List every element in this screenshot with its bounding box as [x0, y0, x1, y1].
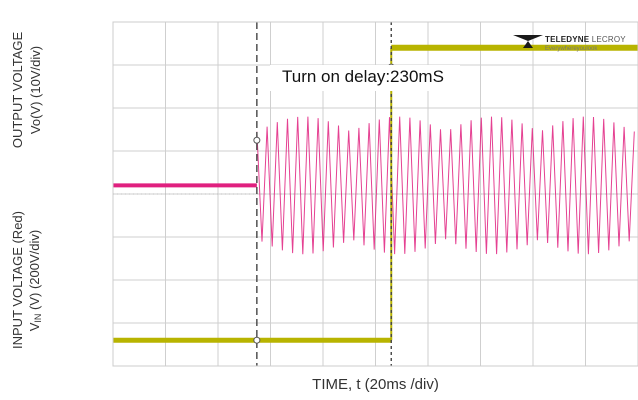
- logo-brand: TELEDYNE LECROY: [545, 35, 626, 44]
- x-axis-label: TIME, t (20ms /div): [312, 376, 439, 393]
- plot-frame: [112, 21, 638, 367]
- cursor-marker: [253, 136, 261, 144]
- logo-tagline: Everywhereyoulook: [545, 46, 598, 52]
- cursor-marker: [253, 336, 261, 344]
- input-axis-label: INPUT VOLTAGE (Red): [9, 211, 25, 349]
- input-ac-trace: [256, 116, 635, 255]
- output-axis-label: OUTPUT VOLTAGE: [10, 31, 26, 149]
- teledyne-lecroy-logo: TELEDYNE LECROY Everywhereyoulook: [513, 33, 638, 57]
- logo-mark-icon: [513, 35, 543, 48]
- input-axis-scale: VIN (V) (200V/div): [26, 229, 43, 331]
- turn-on-delay-annotation: Turn on delay:230mS: [270, 65, 460, 91]
- output-axis-scale: Vo(V) (10V/div): [28, 45, 44, 135]
